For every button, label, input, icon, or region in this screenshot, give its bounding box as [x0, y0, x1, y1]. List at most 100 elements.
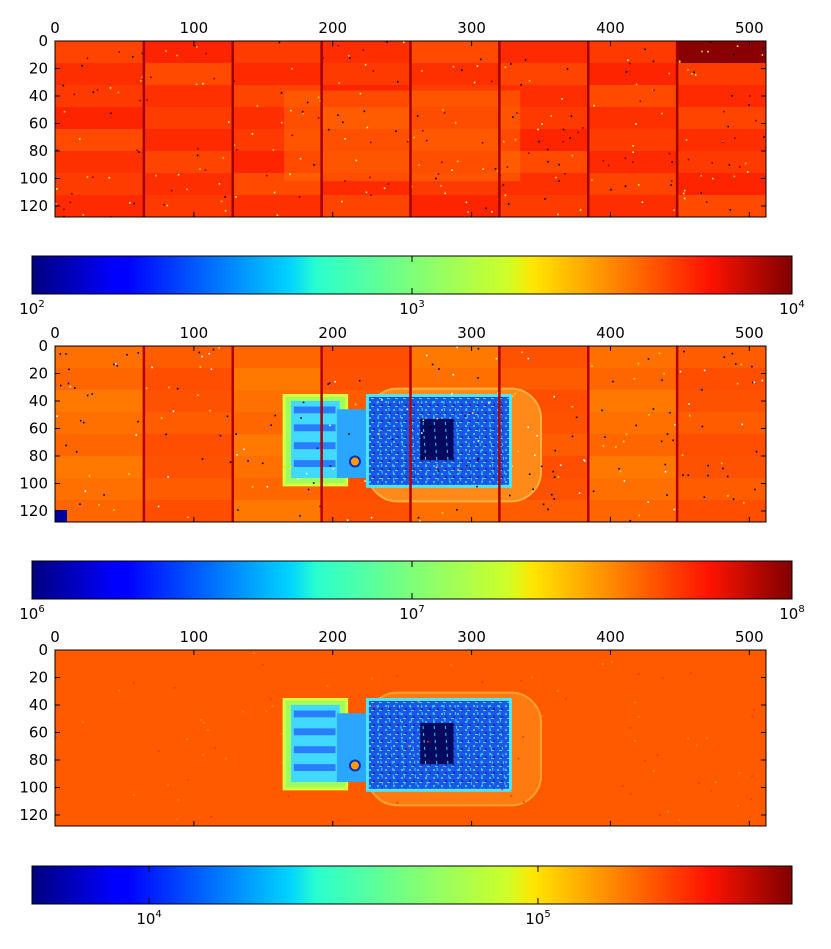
- noise-pixel: [629, 793, 632, 795]
- noise-pixel: [425, 139, 428, 142]
- noise-pixel: [140, 80, 142, 82]
- noise-pixel: [341, 200, 343, 203]
- noise-pixel: [60, 384, 62, 387]
- noise-pixel: [312, 482, 315, 484]
- noise-pixel: [465, 465, 468, 467]
- image-tile: [588, 390, 679, 413]
- noise-pixel: [736, 45, 739, 47]
- image-tile: [410, 195, 501, 217]
- noise-pixel: [506, 166, 509, 168]
- image-tile: [321, 346, 412, 369]
- noise-pixel: [301, 111, 304, 113]
- noise-pixel: [565, 698, 567, 700]
- noise-pixel: [660, 440, 663, 443]
- noise-pixel: [202, 754, 204, 756]
- image-tile: [588, 107, 679, 130]
- image-tile: [677, 173, 766, 196]
- noise-pixel: [151, 366, 153, 369]
- noise-pixel: [450, 664, 453, 666]
- noise-pixel: [465, 201, 468, 204]
- noise-pixel: [150, 76, 152, 79]
- x-tick-label: 0: [50, 628, 60, 646]
- noise-pixel: [555, 176, 557, 179]
- noise-pixel: [578, 492, 581, 494]
- noise-pixel: [753, 709, 755, 711]
- noise-pixel: [705, 201, 708, 203]
- noise-pixel: [637, 362, 640, 365]
- x-tick-label: 100: [180, 324, 209, 342]
- noise-pixel: [437, 173, 440, 175]
- noise-pixel: [648, 414, 650, 416]
- noise-pixel: [482, 168, 484, 170]
- noise-pixel: [370, 516, 373, 519]
- y-tick-label: 60: [29, 420, 48, 438]
- noise-pixel: [224, 210, 227, 212]
- noise-pixel: [176, 387, 179, 390]
- noise-pixel: [283, 466, 286, 468]
- noise-pixel: [682, 474, 684, 476]
- noise-pixel: [422, 129, 424, 132]
- noise-pixel: [214, 747, 216, 749]
- image-tile: [55, 63, 145, 86]
- noise-pixel: [113, 509, 115, 511]
- noise-pixel: [761, 379, 764, 382]
- image-tile: [143, 151, 234, 174]
- image-tile: [588, 173, 679, 196]
- panel-1: 0 100 200 300 400 500 0 20 40 60 80 100 120 102 103 104: [19, 19, 804, 318]
- noise-pixel: [207, 729, 209, 731]
- noise-pixel: [194, 45, 196, 47]
- noise-pixel: [114, 363, 117, 365]
- y-tick-label: 20: [29, 60, 48, 78]
- noise-pixel: [272, 149, 275, 151]
- noise-pixel: [420, 432, 423, 434]
- noise-pixel: [464, 415, 467, 417]
- noise-pixel: [103, 494, 105, 496]
- noise-pixel: [92, 91, 95, 93]
- noise-pixel: [746, 171, 749, 173]
- image-tile: [677, 500, 766, 522]
- y-tick-label: 60: [29, 115, 48, 133]
- noise-pixel: [621, 785, 624, 787]
- noise-pixel: [552, 470, 554, 473]
- noise-pixel: [722, 141, 724, 144]
- noise-pixel: [527, 357, 530, 360]
- noise-pixel: [562, 128, 565, 131]
- noise-pixel: [734, 137, 736, 139]
- noise-pixel: [435, 177, 437, 180]
- noise-pixel: [618, 468, 620, 470]
- image-tile: [55, 390, 145, 413]
- noise-pixel: [701, 50, 703, 53]
- noise-pixel: [110, 112, 112, 115]
- noise-pixel: [553, 476, 556, 478]
- noise-pixel: [678, 61, 681, 63]
- noise-pixel: [739, 166, 741, 168]
- noise-pixel: [542, 503, 545, 506]
- noise-pixel: [477, 440, 480, 442]
- x-tick-label: 300: [457, 324, 486, 342]
- image-tile: [499, 173, 590, 196]
- noise-pixel: [236, 149, 238, 151]
- noise-pixel: [473, 81, 476, 84]
- image-tile: [55, 85, 145, 108]
- noise-pixel: [167, 476, 169, 478]
- noise-pixel: [327, 383, 329, 385]
- y-tick-label: 40: [29, 696, 48, 714]
- axes-frame: [54, 649, 767, 827]
- noise-pixel: [62, 84, 65, 87]
- noise-pixel: [247, 460, 249, 462]
- noise-pixel: [422, 419, 425, 421]
- noise-pixel: [364, 63, 367, 66]
- noise-pixel: [69, 385, 72, 388]
- noise-pixel: [629, 62, 631, 65]
- noise-pixel: [491, 210, 493, 213]
- noise-pixel: [652, 408, 655, 410]
- noise-pixel: [591, 365, 593, 367]
- noise-pixel: [344, 180, 346, 182]
- noise-pixel: [262, 664, 264, 666]
- noise-pixel: [138, 151, 140, 153]
- noise-pixel: [222, 157, 225, 159]
- noise-pixel: [226, 415, 229, 418]
- noise-pixel: [476, 458, 479, 461]
- noise-pixel: [546, 148, 549, 151]
- noise-pixel: [363, 110, 366, 113]
